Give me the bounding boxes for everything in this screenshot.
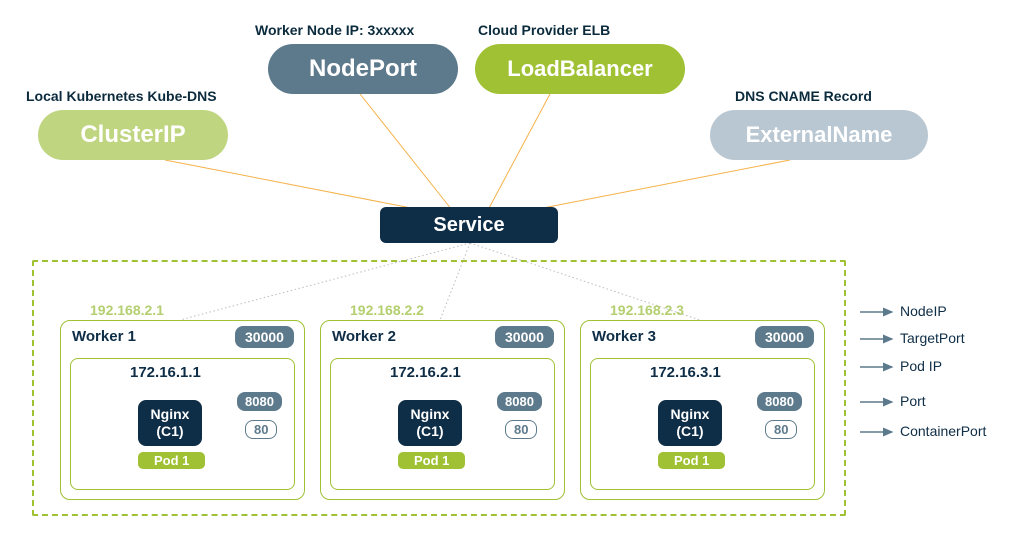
clusterip-pill: ClusterIP xyxy=(38,110,228,160)
port-badge: 8080 xyxy=(497,392,542,411)
node-ip: 192.168.2.2 xyxy=(350,302,424,318)
target-port-badge: 30000 xyxy=(235,326,294,348)
port-badge: 8080 xyxy=(757,392,802,411)
pod-label: Pod 1 xyxy=(398,452,465,469)
externalname-pill: ExternalName xyxy=(710,110,928,160)
nodeport-pill: NodePort xyxy=(268,44,458,94)
target-port-badge: 30000 xyxy=(495,326,554,348)
node-ip: 192.168.2.1 xyxy=(90,302,164,318)
worker-title: Worker 2 xyxy=(332,328,396,345)
port-badge: 8080 xyxy=(237,392,282,411)
node-ip: 192.168.2.3 xyxy=(610,302,684,318)
pod-label: Pod 1 xyxy=(658,452,725,469)
clusterip-sub: Local Kubernetes Kube-DNS xyxy=(26,88,217,104)
pod-label: Pod 1 xyxy=(138,452,205,469)
annotation-label: TargetPort xyxy=(900,330,965,346)
annotation-label: NodeIP xyxy=(900,303,947,319)
annotation-label: Port xyxy=(900,393,926,409)
container-port-badge: 80 xyxy=(765,420,797,439)
container-port-badge: 80 xyxy=(245,420,277,439)
container-port-badge: 80 xyxy=(505,420,537,439)
loadbalancer-sub: Cloud Provider ELB xyxy=(478,22,610,38)
nodeport-sub: Worker Node IP: 3xxxxx xyxy=(255,22,414,38)
container-box: Nginx(C1) xyxy=(398,400,462,446)
worker-title: Worker 3 xyxy=(592,328,656,345)
container-box: Nginx(C1) xyxy=(658,400,722,446)
pod-ip: 172.16.1.1 xyxy=(130,364,201,381)
target-port-badge: 30000 xyxy=(755,326,814,348)
pod-ip: 172.16.3.1 xyxy=(650,364,721,381)
loadbalancer-pill: LoadBalancer xyxy=(475,44,685,94)
externalname-sub: DNS CNAME Record xyxy=(735,88,872,104)
service-box: Service xyxy=(380,207,558,243)
annotation-label: ContainerPort xyxy=(900,423,986,439)
annotation-label: Pod IP xyxy=(900,358,942,374)
worker-title: Worker 1 xyxy=(72,328,136,345)
pod-ip: 172.16.2.1 xyxy=(390,364,461,381)
container-box: Nginx(C1) xyxy=(138,400,202,446)
